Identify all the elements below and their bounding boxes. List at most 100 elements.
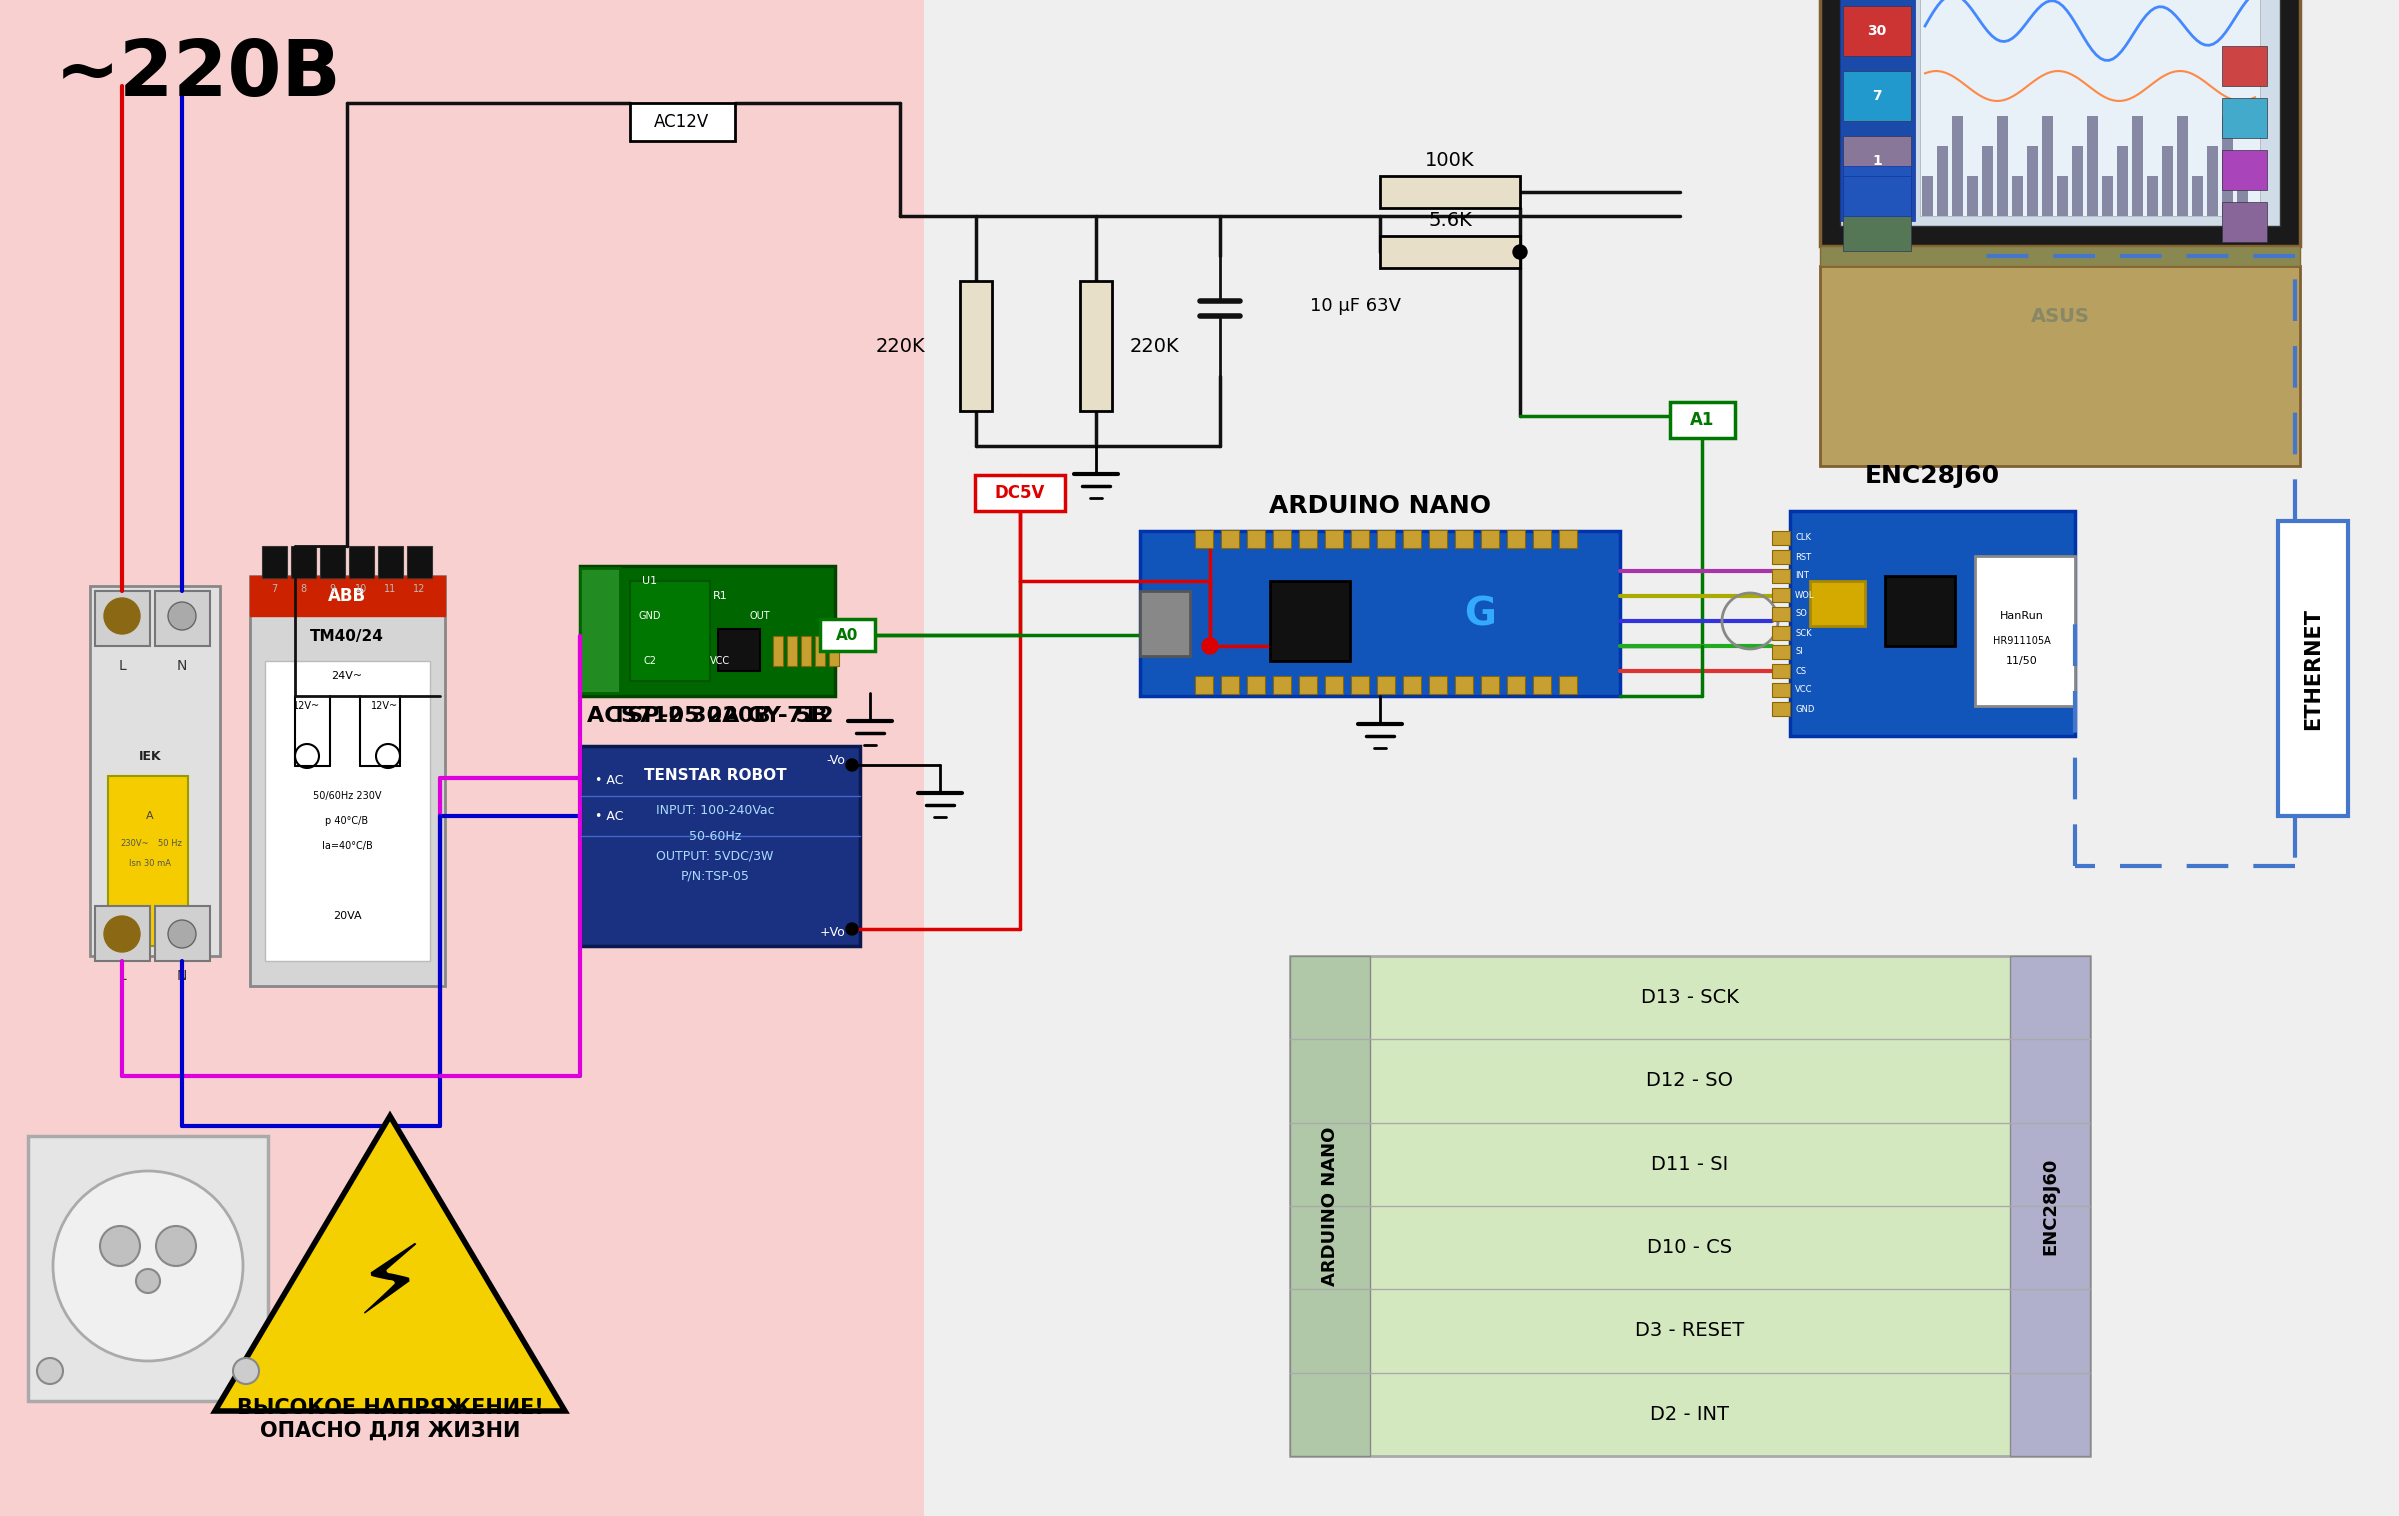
Bar: [2221, 202, 2267, 243]
Bar: [2279, 522, 2349, 816]
Text: +Vo: +Vo: [818, 926, 844, 940]
Text: 7: 7: [271, 584, 278, 594]
Bar: [1936, 146, 1948, 215]
Text: 5.6K: 5.6K: [1427, 212, 1473, 230]
Text: SO: SO: [1794, 609, 1806, 619]
Bar: [348, 546, 374, 578]
Bar: [1247, 676, 1264, 694]
Circle shape: [847, 923, 859, 935]
Text: ВЫСОКОЕ НАПРЯЖЕНИЕ!
ОПАСНО ДЛЯ ЖИЗНИ: ВЫСОКОЕ НАПРЯЖЕНИЕ! ОПАСНО ДЛЯ ЖИЗНИ: [238, 1398, 545, 1442]
Text: A0: A0: [835, 628, 859, 643]
Bar: [1507, 531, 1526, 547]
Circle shape: [1202, 638, 1219, 653]
Bar: [1842, 202, 1912, 252]
Text: D3 - RESET: D3 - RESET: [1636, 1322, 1744, 1340]
Bar: [2176, 117, 2188, 215]
Text: 220K: 220K: [1130, 337, 1180, 355]
Bar: [1324, 676, 1343, 694]
Bar: [408, 546, 432, 578]
Text: A1: A1: [1689, 411, 1715, 429]
Bar: [581, 565, 835, 696]
Bar: [29, 1135, 269, 1401]
Bar: [816, 637, 825, 666]
Bar: [631, 103, 734, 141]
Text: ~220B: ~220B: [55, 36, 341, 112]
Bar: [960, 280, 993, 411]
Bar: [1886, 576, 1955, 646]
Bar: [1773, 626, 1790, 640]
Text: L: L: [118, 969, 125, 982]
Text: VCC: VCC: [1794, 685, 1814, 694]
Bar: [1324, 531, 1343, 547]
Bar: [1291, 957, 2090, 1455]
Text: CS: CS: [1794, 667, 1806, 676]
Bar: [1430, 676, 1447, 694]
Bar: [261, 546, 288, 578]
Bar: [1840, 0, 1914, 221]
Text: D11 - SI: D11 - SI: [1651, 1155, 1730, 1173]
Bar: [1507, 676, 1526, 694]
Text: INT: INT: [1794, 572, 1809, 581]
Bar: [2147, 176, 2159, 215]
Bar: [2207, 146, 2219, 215]
Bar: [156, 591, 211, 646]
Text: RST: RST: [1794, 552, 1811, 561]
Text: 9: 9: [329, 584, 336, 594]
Bar: [264, 661, 429, 961]
Bar: [1821, 246, 2301, 265]
Bar: [91, 587, 221, 957]
Bar: [1377, 676, 1394, 694]
Bar: [1480, 531, 1499, 547]
Bar: [1221, 676, 1238, 694]
Bar: [1291, 957, 1370, 1455]
Bar: [2056, 176, 2068, 215]
Bar: [1221, 531, 1238, 547]
Bar: [631, 581, 710, 681]
Text: Ia=40°C/B: Ia=40°C/B: [321, 841, 372, 850]
Bar: [1967, 176, 1979, 215]
Bar: [1773, 702, 1790, 716]
Text: SI: SI: [1794, 647, 1802, 656]
Text: • AC: • AC: [595, 810, 624, 823]
Bar: [108, 776, 187, 946]
Text: DC5V: DC5V: [996, 484, 1046, 502]
Bar: [2193, 176, 2202, 215]
Bar: [96, 907, 151, 961]
Bar: [2221, 117, 2233, 215]
Text: ETHERNET: ETHERNET: [2303, 608, 2322, 731]
Text: 20VA: 20VA: [333, 911, 362, 922]
Circle shape: [103, 916, 139, 952]
Circle shape: [36, 1358, 62, 1384]
Bar: [2027, 146, 2039, 215]
Bar: [2161, 146, 2173, 215]
Bar: [1351, 531, 1370, 547]
Bar: [249, 576, 444, 615]
Text: 12V~: 12V~: [372, 700, 398, 711]
Bar: [820, 619, 876, 650]
Bar: [1298, 531, 1317, 547]
Bar: [1670, 402, 1734, 438]
Text: ACS712 30A GY-712: ACS712 30A GY-712: [588, 706, 832, 726]
Bar: [2042, 117, 2054, 215]
Text: U1: U1: [643, 576, 657, 587]
Bar: [1840, 0, 2279, 226]
Text: ARDUINO NANO: ARDUINO NANO: [1269, 494, 1492, 518]
Bar: [1773, 684, 1790, 697]
Text: 1: 1: [1871, 155, 1881, 168]
Bar: [290, 546, 317, 578]
Bar: [1842, 71, 1912, 121]
Bar: [1456, 531, 1473, 547]
Bar: [2221, 150, 2267, 190]
Circle shape: [168, 920, 197, 948]
Text: VCC: VCC: [710, 656, 729, 666]
Bar: [1773, 550, 1790, 564]
Text: 220K: 220K: [876, 337, 926, 355]
Bar: [2116, 146, 2128, 215]
Bar: [1790, 511, 2075, 735]
Text: C2: C2: [643, 656, 657, 666]
Bar: [717, 629, 760, 672]
Bar: [1974, 556, 2075, 706]
Text: GND: GND: [1794, 705, 1814, 714]
Bar: [1919, 0, 2260, 215]
Bar: [2236, 176, 2248, 215]
